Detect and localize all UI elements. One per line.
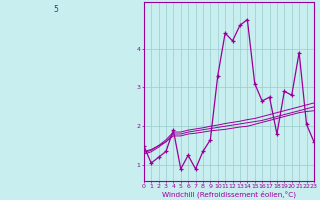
Text: 5: 5 (54, 5, 59, 14)
X-axis label: Windchill (Refroidissement éolien,°C): Windchill (Refroidissement éolien,°C) (162, 190, 296, 198)
